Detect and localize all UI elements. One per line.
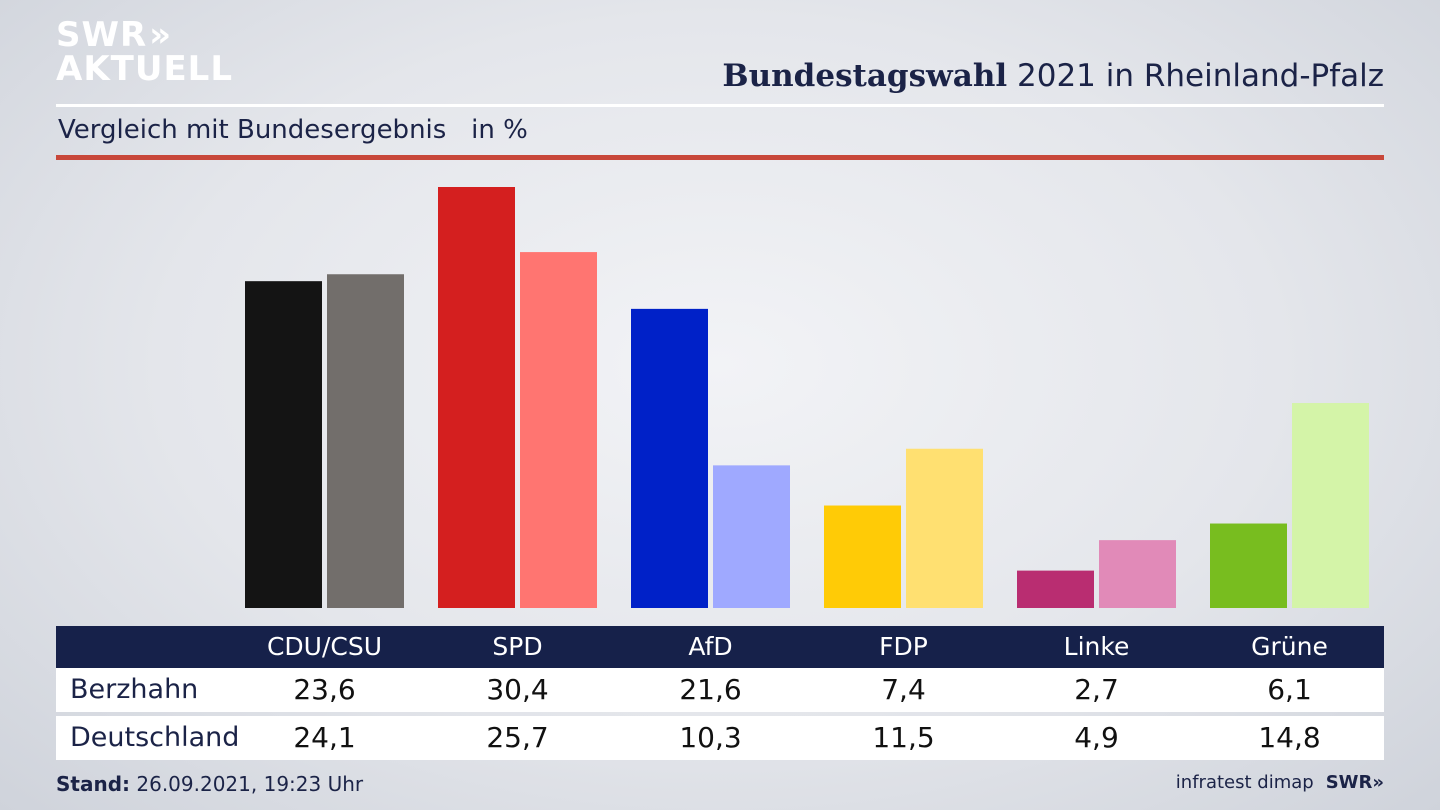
bar-deutschland-linke [1099, 540, 1176, 608]
row-label: Deutschland [70, 722, 240, 753]
column-header: CDU/CSU [266, 632, 383, 661]
table-cell: 30,4 [486, 673, 549, 706]
table-cell: 24,1 [293, 721, 356, 754]
white-divider [56, 104, 1384, 107]
bar-berzhahn-linke [1017, 570, 1094, 608]
row-label: Berzhahn [70, 674, 199, 705]
timestamp: Stand: 26.09.2021, 19:23 Uhr [56, 772, 363, 796]
title-bold: Bundestagswahl [722, 58, 1008, 94]
table-cell: 21,6 [679, 673, 742, 706]
bar-deutschland-spd [520, 252, 597, 609]
swr-aktuell-logo: SWR» AKTUELL [56, 18, 233, 86]
bar-berzhahn-afd [631, 308, 708, 608]
table-cell: 4,9 [1074, 721, 1119, 754]
stand-label: Stand: [56, 772, 131, 796]
logo-swr: SWR [56, 15, 148, 55]
table-cell: 23,6 [293, 673, 356, 706]
bar-berzhahn-fdp [824, 505, 901, 608]
bar-berzhahn-spd [438, 187, 515, 608]
table-header: CDU/CSU SPD AfD FDP Linke Grüne [56, 626, 1384, 668]
table-cell: 2,7 [1074, 673, 1119, 706]
bar-berzhahn-grüne [1210, 523, 1287, 608]
column-header: SPD [492, 632, 543, 661]
table-cell: 7,4 [881, 673, 926, 706]
bar-chart [245, 187, 1369, 609]
bar-deutschland-afd [713, 465, 790, 608]
chart-subtitle: Vergleich mit Bundesergebnis in % [58, 115, 528, 145]
stand-value: 26.09.2021, 19:23 Uhr [130, 772, 364, 796]
logo-aktuell: AKTUELL [56, 49, 234, 89]
table-cell: 10,3 [679, 721, 742, 754]
table-cell: 25,7 [486, 721, 549, 754]
swr-footer-logo: SWR» [1325, 772, 1384, 793]
table-row-berzhahn: Berzhahn 23,6 30,4 21,6 7,4 2,7 6,1 [56, 668, 1384, 712]
table-row-deutschland: Deutschland 24,1 25,7 10,3 11,5 4,9 14,8 [56, 716, 1384, 760]
bar-deutschland-cducsu [327, 274, 404, 608]
table-cell: 6,1 [1267, 673, 1312, 706]
source-text: infratest dimap [1175, 772, 1314, 793]
results-table: CDU/CSU SPD AfD FDP Linke Grüne Berzhahn 23,6… [56, 626, 1384, 760]
bar-deutschland-grüne [1292, 403, 1369, 608]
column-header: FDP [879, 632, 928, 661]
bar-deutschland-fdp [906, 448, 983, 608]
table-cell: 14,8 [1258, 721, 1321, 754]
column-header: Grüne [1251, 632, 1328, 661]
red-divider [56, 155, 1384, 160]
column-header: AfD [688, 632, 733, 661]
bar-berzhahn-cducsu [245, 281, 322, 608]
source-credit: infratest dimap SWR» [1176, 772, 1384, 793]
page-title: Bundestagswahl 2021 in Rheinland-Pfalz [722, 58, 1384, 94]
column-header: Linke [1063, 632, 1130, 661]
title-rest: 2021 in Rheinland-Pfalz [1007, 58, 1384, 94]
table-cell: 11,5 [872, 721, 935, 754]
